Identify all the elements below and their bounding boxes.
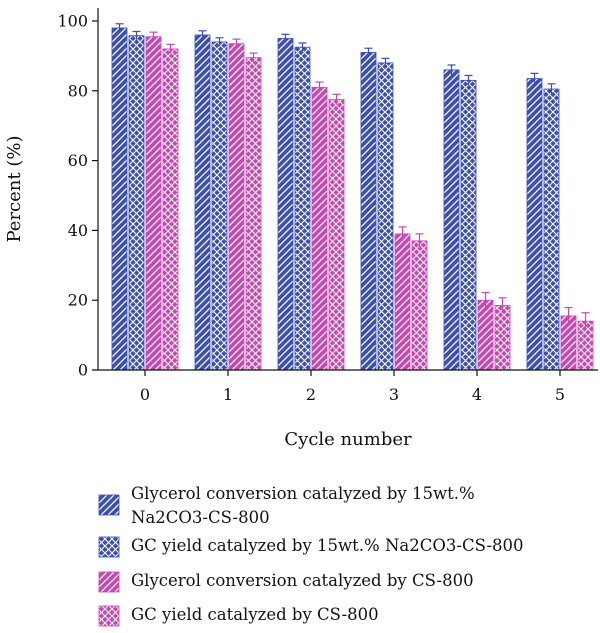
- plot-area: [111, 23, 594, 371]
- error-bar: [464, 74, 473, 86]
- x-tick-label: 3: [389, 385, 399, 404]
- legend-swatch: [98, 571, 120, 593]
- bar: [228, 43, 245, 371]
- error-bar: [298, 42, 307, 52]
- x-tick-label: 0: [140, 385, 150, 404]
- error-bar: [530, 72, 539, 84]
- error-bar: [198, 30, 207, 40]
- error-bar: [364, 47, 373, 57]
- bar: [543, 88, 560, 371]
- error-bar: [547, 83, 556, 95]
- error-bar: [398, 226, 407, 241]
- bar: [360, 52, 377, 371]
- bar: [394, 233, 411, 371]
- error-bar: [381, 57, 390, 68]
- y-tick-label: 60: [68, 151, 88, 170]
- legend-label: Na2CO3-CS-800: [131, 508, 270, 527]
- x-axis-title: Cycle number: [284, 429, 412, 450]
- legend-item: GC yield catalyzed by CS-800: [98, 605, 379, 627]
- legend-item: GC yield catalyzed by 15wt.% Na2CO3-CS-8…: [98, 536, 524, 558]
- legend-label: Glycerol conversion catalyzed by CS-800: [131, 571, 474, 590]
- bar: [162, 48, 179, 371]
- y-tick-label: 0: [78, 361, 88, 380]
- y-tick-label: 20: [68, 291, 88, 310]
- x-tick-label: 4: [472, 385, 482, 404]
- error-bar: [149, 31, 158, 42]
- bar: [145, 36, 162, 371]
- legend-swatch: [98, 605, 120, 627]
- y-tick-label: 80: [68, 81, 88, 100]
- bar: [294, 46, 311, 371]
- legend: Glycerol conversion catalyzed by 15wt.% N…: [98, 484, 524, 627]
- x-tick-label: 5: [555, 385, 565, 404]
- x-axis-ticks: 0 1 2 3 4 5: [140, 370, 565, 404]
- error-bar: [215, 37, 224, 47]
- error-bar: [115, 23, 124, 33]
- error-bar: [315, 81, 324, 93]
- error-bar: [581, 312, 590, 330]
- bar: [494, 305, 511, 371]
- y-axis-ticks: 0 20 40 60 80 100: [57, 12, 98, 380]
- x-tick-label: 2: [306, 385, 316, 404]
- error-bar: [481, 291, 490, 308]
- legend-label: Glycerol conversion catalyzed by 15wt.%: [131, 484, 475, 503]
- bar: [277, 38, 294, 371]
- error-bar: [132, 30, 141, 40]
- error-bar: [564, 306, 573, 325]
- bar: [311, 86, 328, 371]
- bar: [411, 240, 428, 371]
- error-bar: [332, 93, 341, 105]
- y-tick-label: 40: [68, 221, 88, 240]
- error-bar: [415, 233, 424, 248]
- error-bar: [447, 64, 456, 75]
- bar: [460, 79, 477, 371]
- legend-label: GC yield catalyzed by CS-800: [131, 605, 379, 624]
- legend-item: Glycerol conversion catalyzed by CS-800: [98, 571, 474, 593]
- y-axis-title: Percent (%): [4, 136, 25, 243]
- error-bar: [281, 33, 290, 43]
- bar: [111, 27, 128, 371]
- bar: [328, 99, 345, 371]
- error-bar: [249, 52, 258, 63]
- bar: [477, 299, 494, 371]
- legend-swatch: [98, 494, 120, 516]
- bar: [377, 62, 394, 371]
- error-bar: [166, 43, 175, 54]
- legend-item: Glycerol conversion catalyzed by 15wt.% N…: [98, 484, 475, 527]
- legend-label: GC yield catalyzed by 15wt.% Na2CO3-CS-8…: [131, 536, 524, 555]
- error-bar: [498, 297, 507, 314]
- legend-swatch: [98, 536, 120, 558]
- bar: [211, 41, 228, 371]
- bar: [128, 35, 145, 371]
- bar: [245, 57, 262, 371]
- bar: [194, 34, 211, 371]
- y-tick-label: 100: [57, 12, 88, 31]
- bar: [526, 78, 543, 371]
- bar: [443, 69, 460, 371]
- error-bar: [232, 38, 241, 49]
- x-tick-label: 1: [223, 385, 233, 404]
